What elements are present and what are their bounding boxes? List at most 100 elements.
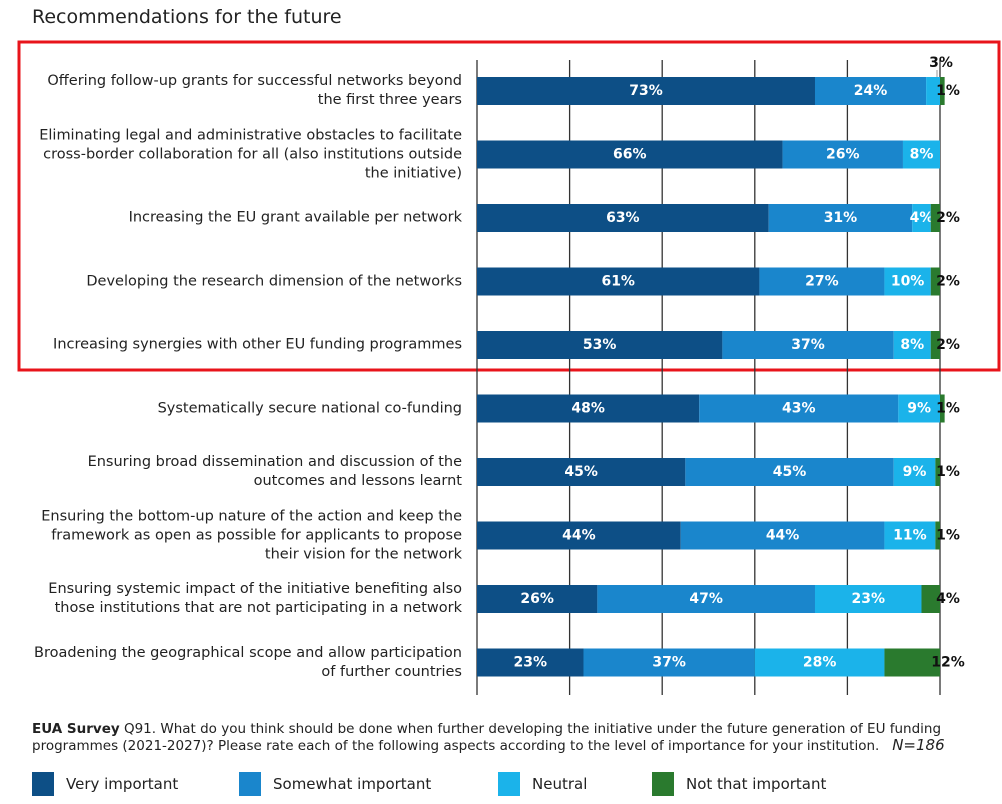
legend-swatch [498, 772, 520, 796]
bar-segment [930, 267, 940, 296]
chart-title: Recommendations for the future [32, 6, 342, 28]
category-label: Broadening the geographical scope and al… [34, 644, 462, 680]
bar-segment [477, 77, 815, 105]
bar-segment [680, 521, 885, 550]
footnote-source: EUA Survey [32, 721, 120, 737]
category-label: Ensuring the bottom-up nature of the act… [41, 508, 462, 562]
value-label: 2% [936, 337, 960, 353]
value-label: 63% [606, 210, 640, 226]
legend-item: Very important [32, 772, 178, 796]
category-label: Ensuring systemic impact of the initiati… [48, 581, 462, 616]
value-label: 2% [936, 274, 960, 290]
bar-segment [884, 648, 940, 677]
legend-label: Very important [66, 775, 179, 793]
legend-label: Neutral [532, 775, 588, 793]
value-label: 1% [936, 464, 960, 480]
legend: Very important Somewhat important Neutral N… [32, 772, 992, 800]
legend-item: Somewhat important [239, 772, 431, 796]
bar-segment [935, 458, 940, 486]
bar-segment [940, 394, 945, 423]
value-label: 44% [766, 528, 800, 544]
value-label: 44% [562, 528, 596, 544]
value-label: 37% [652, 655, 686, 671]
bar-segment [477, 331, 723, 359]
value-label: 8% [910, 147, 934, 163]
legend-swatch [239, 772, 261, 796]
bar-segment [898, 394, 940, 423]
value-label: 26% [826, 147, 860, 163]
value-label: 3% [929, 55, 953, 71]
bar-segment [940, 77, 945, 105]
value-label: 73% [629, 83, 663, 99]
bar-segment [597, 585, 815, 613]
value-label: 31% [824, 210, 858, 226]
bar-segment [477, 521, 681, 550]
bar-segment [477, 648, 584, 677]
value-label: 8% [900, 337, 924, 353]
value-label: 26% [520, 591, 554, 607]
category-label: Offering follow-up grants for successful… [47, 73, 462, 108]
bar-segment [722, 331, 894, 359]
value-label: 1% [936, 401, 960, 417]
legend-label: Not that important [686, 775, 827, 793]
bar-segment [477, 585, 598, 613]
bar-segment [754, 648, 885, 677]
value-label: 45% [773, 464, 807, 480]
value-label: 12% [931, 655, 965, 671]
bar-segment [814, 77, 927, 105]
bar-segment [893, 331, 931, 359]
bar-segment [912, 204, 931, 232]
value-label: 1% [936, 83, 960, 99]
value-label: 45% [564, 464, 598, 480]
category-label: Systematically secure national co-fundin… [157, 400, 462, 416]
category-label: Eliminating legal and administrative obs… [39, 127, 462, 181]
bar-segment [926, 77, 940, 105]
highlight-box [17, 40, 1001, 372]
value-label: 9% [907, 401, 931, 417]
legend-item: Not that important [652, 772, 826, 796]
chart: 73% 24%3%1%66% 26% 8%63% 31% 4% 2%61% 27% 10% 2%5… [17, 40, 1001, 695]
bar-segment [884, 267, 931, 296]
value-label: 43% [782, 401, 816, 417]
bar-segment [884, 521, 936, 550]
value-label: 47% [689, 591, 723, 607]
value-label: 9% [903, 464, 927, 480]
footnote-n: N=186 [892, 736, 945, 754]
value-label: 1% [936, 528, 960, 544]
legend-swatch [652, 772, 674, 796]
bar-segment [477, 458, 686, 486]
category-label: Increasing synergies with other EU fundi… [53, 336, 462, 353]
bar-segment [935, 521, 940, 550]
value-label: 4% [910, 210, 934, 226]
value-label: 4% [936, 591, 960, 607]
bar-segment [477, 204, 769, 232]
category-label: Developing the research dimension of the… [86, 273, 462, 289]
bar-segment [477, 140, 783, 169]
footnote: EUA Survey Q91. What do you think should… [32, 721, 982, 754]
value-label: 23% [851, 591, 885, 607]
bar-segment [930, 204, 940, 232]
bar-segment [583, 648, 755, 677]
bar-segment [685, 458, 894, 486]
bar-segment [902, 140, 940, 169]
legend-swatch [32, 772, 54, 796]
legend-item: Neutral [498, 772, 587, 796]
bar-segment [477, 267, 760, 296]
value-label: 28% [803, 655, 837, 671]
value-label: 37% [791, 337, 825, 353]
value-label: 53% [583, 337, 617, 353]
bar-segment [477, 394, 700, 423]
bar-segment [814, 585, 922, 613]
bar-segment [768, 204, 913, 232]
bar-segment [921, 585, 940, 613]
value-label: 10% [891, 274, 925, 290]
bar-segment [782, 140, 903, 169]
value-label: 48% [571, 401, 605, 417]
category-label: Ensuring broad dissemination and discuss… [87, 454, 462, 489]
bar-segment [893, 458, 936, 486]
value-label: 66% [613, 147, 647, 163]
value-label: 61% [601, 274, 635, 290]
value-label: 27% [805, 274, 839, 290]
footnote-text: Q91. What do you think should be done wh… [32, 721, 942, 754]
